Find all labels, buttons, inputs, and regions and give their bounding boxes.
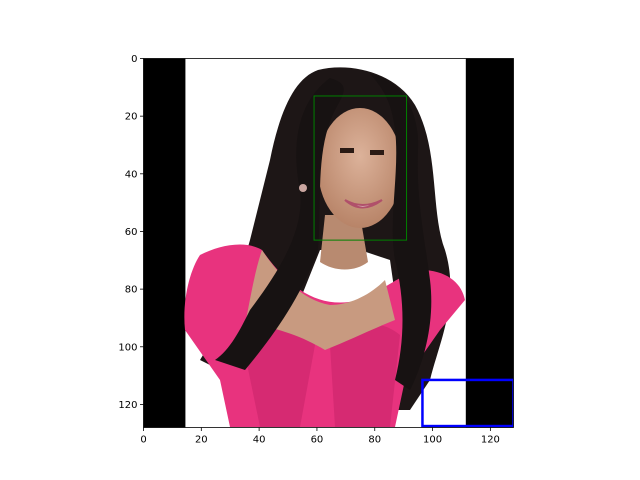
neck <box>320 215 368 270</box>
face-bounding-box <box>313 95 408 241</box>
left-black-padding <box>143 58 186 428</box>
earring <box>299 184 307 192</box>
y-tick-label: 40 <box>125 169 138 180</box>
smile <box>344 199 383 209</box>
y-tick-label: 60 <box>125 227 138 238</box>
y-tick-label: 0 <box>131 54 137 65</box>
chest-skin <box>245 250 395 350</box>
dress-shade <box>240 321 400 427</box>
x-tick-label: 40 <box>253 435 266 446</box>
x-axis: 0 20 40 60 80 100 120 <box>140 427 500 446</box>
y-tick-label: 120 <box>118 400 137 411</box>
face <box>318 108 402 228</box>
x-tick-label: 120 <box>481 435 500 446</box>
image-area <box>143 58 514 428</box>
crop-box <box>421 378 514 428</box>
y-tick-label: 100 <box>118 342 137 353</box>
x-tick-label: 80 <box>368 435 381 446</box>
x-tick-label: 100 <box>423 435 442 446</box>
x-tick-label: 20 <box>195 435 208 446</box>
hair-front-right <box>370 74 432 390</box>
left-eye <box>340 148 354 153</box>
axes-frame <box>143 58 514 428</box>
x-tick-label: 60 <box>311 435 324 446</box>
y-axis: 0 20 40 60 80 100 120 <box>118 54 144 411</box>
y-tick-label: 80 <box>125 285 138 296</box>
right-black-padding <box>465 58 514 428</box>
y-tick-label: 20 <box>125 112 138 123</box>
x-tick-label: 0 <box>140 435 146 446</box>
person-photo <box>184 67 465 427</box>
hair-front-left <box>215 78 344 370</box>
right-eye <box>370 150 384 155</box>
